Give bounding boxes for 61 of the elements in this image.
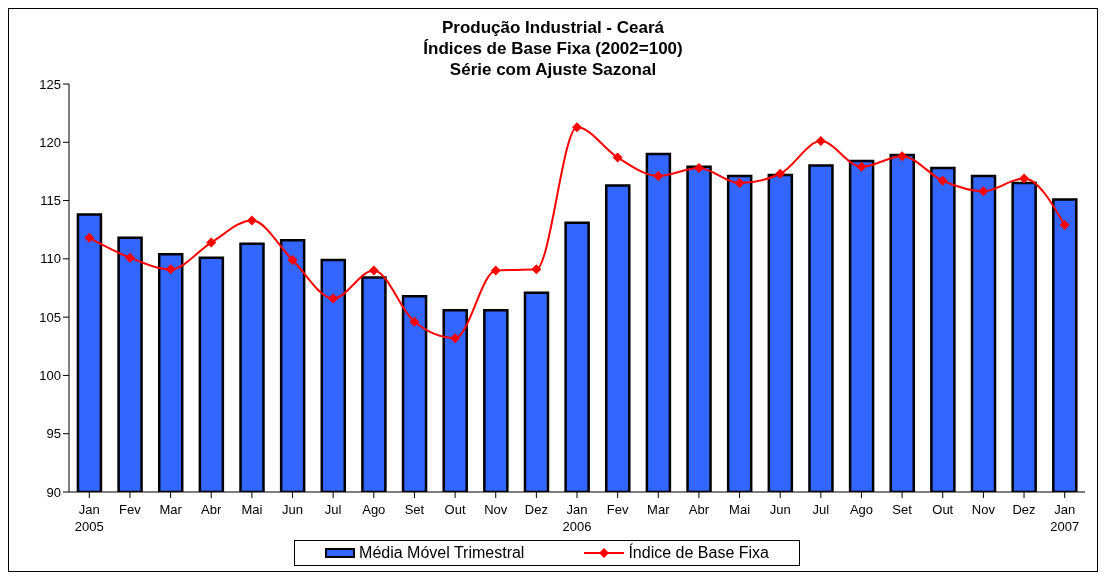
point: [937, 175, 948, 186]
point: [490, 265, 501, 276]
y-tick-label: 100: [39, 368, 61, 384]
x-tick-label: Jan 2005: [74, 502, 104, 534]
x-tick-label: Fev: [119, 502, 142, 517]
point: [409, 316, 420, 327]
x-tick-label: Abr: [688, 502, 710, 517]
y-tick-label: 125: [39, 76, 61, 92]
point: [734, 178, 745, 189]
y-tick-label: 115: [40, 193, 61, 209]
x-tick-label: Jul: [324, 502, 342, 517]
x-tick-label: Nov: [484, 502, 508, 517]
x-tick-label: Out: [444, 502, 466, 517]
x-tick-label: Set: [892, 502, 913, 517]
x-tick-label: Jan 2006: [562, 502, 592, 534]
point: [978, 186, 989, 197]
chart-title: Produção Industrial - Ceará Índices de Base Fixa (2002=100) Série com Ajuste Sazonal: [422, 17, 684, 79]
y-tick-label: 110: [40, 251, 61, 267]
x-tick-label: Jul: [812, 502, 830, 517]
point: [897, 151, 908, 162]
point: [653, 171, 664, 182]
x-tick-label: Dez: [1012, 502, 1036, 517]
x-tick-label: Ago: [849, 502, 874, 517]
y-tick-label: 120: [39, 134, 61, 150]
x-tick-label: Mai: [241, 502, 263, 517]
x-tick-label: Dez: [524, 502, 548, 517]
point: [775, 168, 786, 179]
x-tick-label: Abr: [201, 502, 223, 517]
point: [368, 265, 379, 276]
x-tick-label: Ago: [362, 502, 386, 517]
point: [1059, 220, 1070, 231]
x-tick-label: Jan 2007: [1050, 502, 1080, 534]
point: [84, 232, 95, 243]
x-tick-label: Nov: [971, 502, 996, 517]
point: [450, 333, 461, 344]
y-tick-label: 95: [46, 426, 61, 442]
y-tick-label: 105: [39, 309, 61, 325]
x-tick-label: Fev: [606, 502, 629, 517]
x-tick-label: Jun: [769, 502, 791, 517]
point: [815, 136, 826, 147]
point: [1019, 173, 1030, 184]
point: [531, 264, 542, 275]
point: [612, 152, 623, 163]
point: [287, 255, 298, 266]
point: [165, 264, 176, 275]
x-tick-label: Out: [932, 502, 954, 517]
x-tick-label: Jun: [282, 502, 303, 517]
x-tick-label: Set: [404, 502, 425, 517]
x-tick-label: Mai: [729, 502, 751, 517]
legend-label: Média Móvel Trimestral: [358, 544, 525, 562]
y-tick-label: 90: [46, 484, 61, 500]
point: [246, 215, 257, 226]
point: [206, 237, 217, 248]
point: [693, 162, 704, 173]
x-tick-label: Mar: [159, 502, 183, 517]
point: [124, 252, 135, 263]
legend-label: Índice de Base Fixa: [627, 544, 769, 562]
x-tick-label: Mar: [647, 502, 671, 517]
point: [856, 161, 867, 172]
point: [572, 122, 582, 133]
point: [328, 293, 339, 304]
